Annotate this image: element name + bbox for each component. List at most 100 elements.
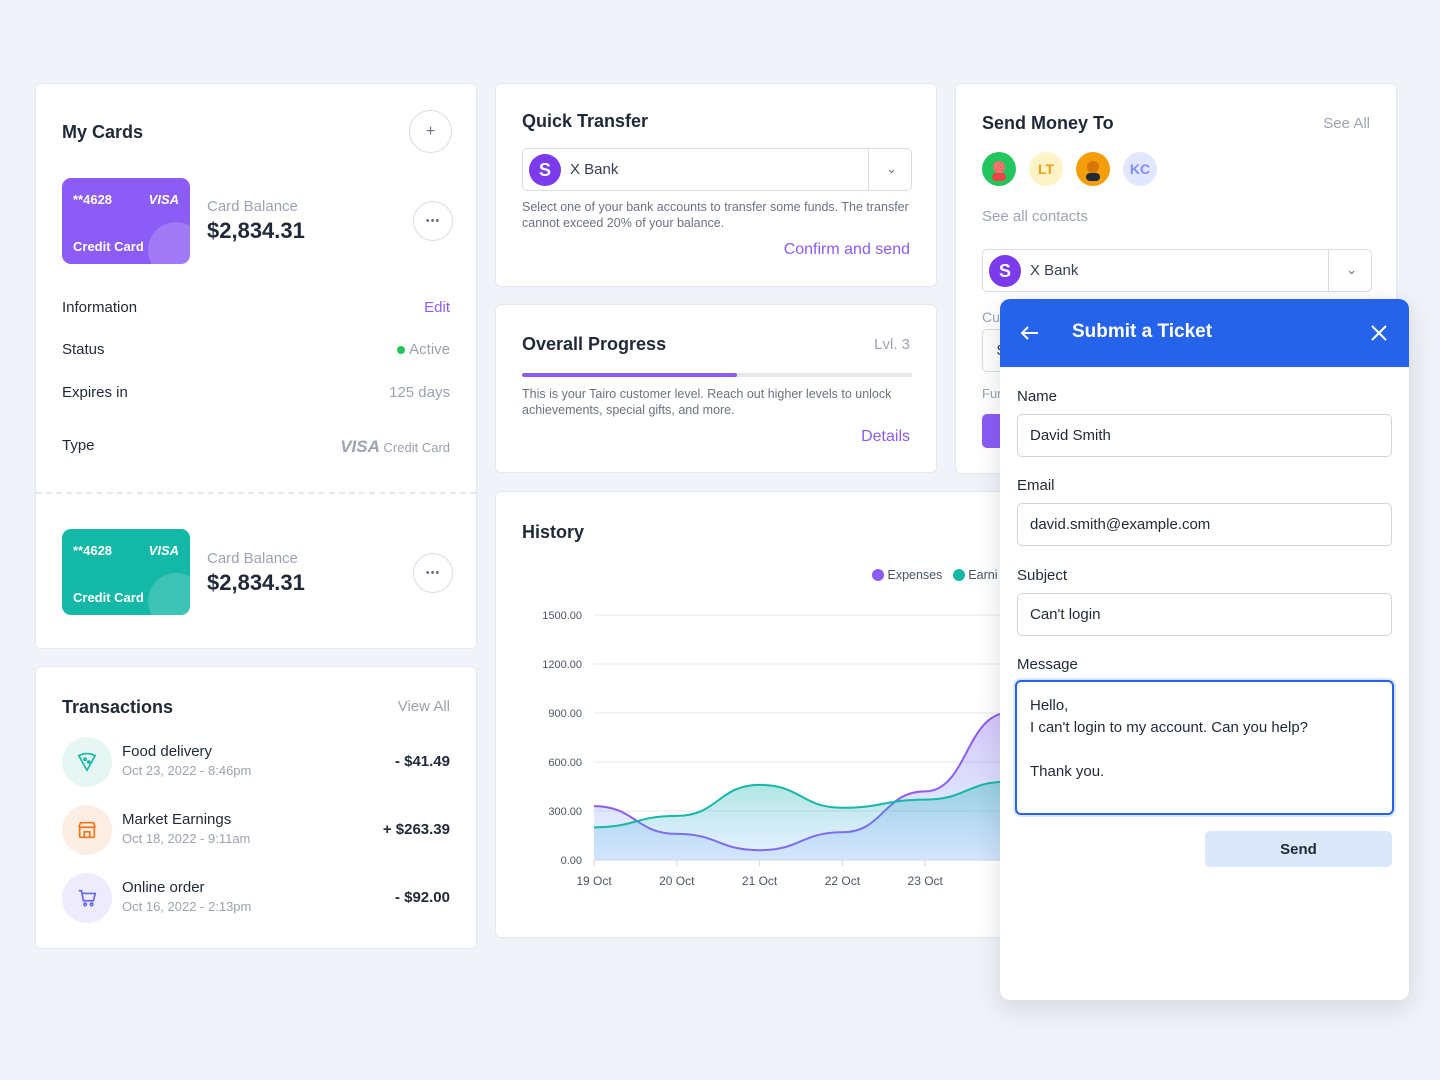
progress-title: Overall Progress [522,334,667,354]
x-tick-label: 22 Oct [825,874,861,888]
message-label: Message [1017,656,1078,673]
card-balance-label: Card Balance [207,550,298,567]
history-chart: 0.00 300.00 600.00 900.00 1200.00 1500.00 19 O… [542,610,1036,888]
transaction-name: Food delivery [122,743,213,760]
status-text: Active [409,341,450,358]
funds-label: Fur [982,386,1002,401]
cart-icon [62,873,112,923]
transactions-title: Transactions [62,697,174,717]
legend-dot-icon [952,569,965,581]
store-icon [62,805,112,855]
quick-transfer-title: Quick Transfer [522,111,649,131]
avatar[interactable] [1076,152,1110,186]
name-label: Name [1017,388,1058,405]
type-label: Type [62,437,95,454]
x-tick-label: 20 Oct [659,874,695,888]
more-icon: ••• [425,215,441,227]
card-type: Credit Card [73,590,144,605]
progress-fill [522,373,737,377]
information-label: Information [62,299,138,316]
x-tick-label: 19 Oct [576,874,612,888]
avatar[interactable]: KC [1123,152,1157,186]
see-all-link[interactable]: See All [1323,115,1370,132]
subject-field[interactable] [1017,593,1392,636]
y-tick-label: 900.00 [548,708,582,720]
avatar[interactable]: LT [1029,152,1063,186]
visa-logo: VISA [148,192,179,207]
card-number: **4628 [73,543,113,558]
modal-header: Submit a Ticket [1000,299,1409,367]
person-icon [1086,161,1100,181]
transaction-name: Online order [122,879,205,896]
card-decoration [148,222,190,264]
avatar[interactable] [982,152,1016,186]
edit-link[interactable]: Edit [424,299,450,316]
send-button[interactable]: Send [1205,831,1392,867]
transactions-panel: Transactions View All Food delivery Oct … [35,666,477,949]
history-title: History [522,522,585,542]
history-panel: History Expenses Earni 0.00 300.00 600.00 9… [495,491,1055,938]
submit-ticket-modal: Submit a Ticket Name Email Subject Messa… [1000,299,1409,1000]
close-icon[interactable] [1369,323,1389,343]
transaction-date: Oct 23, 2022 - 8:46pm [122,763,252,778]
y-tick-label: 0.00 [561,855,582,867]
quick-transfer-panel: Quick Transfer S X Bank ⌄ Select one of … [495,83,937,287]
line-earnings [593,780,1009,829]
status-dot-icon [397,346,406,355]
credit-card-teal[interactable]: **4628 VISA Credit Card [62,529,190,615]
view-all-link[interactable]: View All [397,698,450,715]
bank-select-value: X Bank [570,161,619,178]
more-icon: ••• [425,567,441,579]
email-label: Email [1017,477,1055,494]
pizza-icon [62,737,112,787]
chart-legend: Expenses Earni [872,568,997,582]
name-field[interactable] [1017,414,1392,457]
card-type: Credit Card [73,239,144,254]
progress-track [522,373,912,377]
divider [36,492,476,494]
email-field[interactable] [1017,503,1392,546]
person-icon [992,161,1006,181]
my-cards-panel: My Cards + **4628 VISA Credit Card Card … [35,83,477,649]
legend-expenses: Expenses [887,568,943,582]
transaction-date: Oct 18, 2022 - 9:11am [122,831,251,846]
card-more-button[interactable]: ••• [413,553,453,593]
modal-title: Submit a Ticket [1072,321,1213,342]
currency-label: Cu [982,309,1000,325]
card-more-button[interactable]: ••• [413,201,453,241]
see-contacts-link[interactable]: See all contacts [982,208,1088,225]
confirm-send-link[interactable]: Confirm and send [783,241,910,258]
expires-value: 125 days [389,384,450,401]
card-balance-value: $2,834.31 [207,218,305,243]
status-value: Active [397,341,450,358]
transfer-description: Select one of your bank accounts to tran… [522,200,909,230]
y-tick-label: 600.00 [548,757,582,769]
bank-logo-icon: S [989,255,1021,287]
transaction-date: Oct 16, 2022 - 2:13pm [122,899,252,914]
chevron-down-icon: ⌄ [886,161,897,176]
bank-select[interactable]: S X Bank ⌄ [982,249,1372,292]
progress-panel: Overall Progress Lvl. 3 This is your Tai… [495,304,937,473]
transaction-amount: - $41.49 [394,753,450,770]
transaction-amount: - $92.00 [394,889,450,906]
x-tick-label: 23 Oct [908,874,944,888]
type-text: Credit Card [383,440,450,455]
chevron-down-icon: ⌄ [1346,262,1357,277]
card-balance-label: Card Balance [207,198,298,215]
y-tick-label: 300.00 [548,806,582,818]
card-balance-value: $2,834.31 [207,570,305,595]
bank-select[interactable]: S X Bank ⌄ [522,148,912,191]
transaction-amount: + $263.39 [382,821,450,838]
type-value: VISA Credit Card [340,437,450,457]
message-field[interactable]: Hello, I can't login to my account. Can … [1015,680,1394,815]
credit-card-purple[interactable]: **4628 VISA Credit Card [62,178,190,264]
y-tick-label: 1200.00 [542,659,582,671]
details-link[interactable]: Details [861,428,910,445]
bank-select-value: X Bank [1030,262,1079,279]
add-card-button[interactable]: + [409,110,452,153]
status-label: Status [62,341,105,358]
subject-label: Subject [1017,567,1068,584]
arrow-left-icon[interactable] [1018,321,1042,345]
visa-logo: VISA [340,437,380,456]
progress-description: This is your Tairo customer level. Reach… [522,387,892,417]
